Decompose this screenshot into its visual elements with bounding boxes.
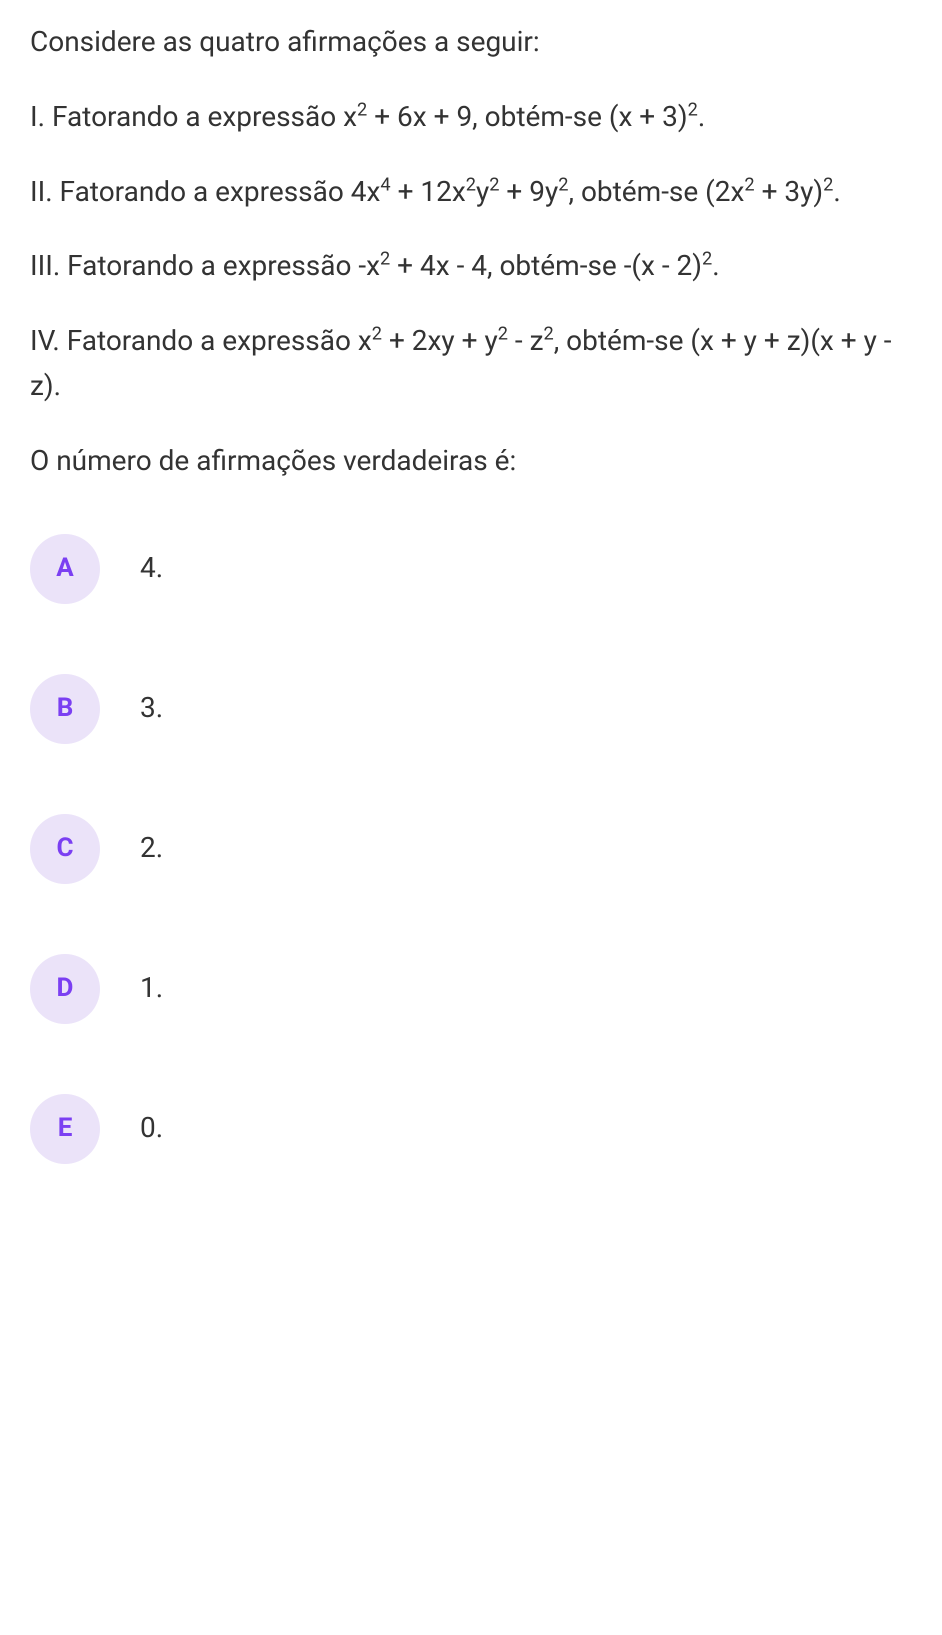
statement-2-sup4: 2	[558, 174, 568, 195]
option-d-text: 1.	[140, 966, 163, 1011]
statement-4: IV. Fatorando a expressão x2 + 2xy + y2 …	[30, 319, 912, 409]
statement-1: I. Fatorando a expressão x2 + 6x + 9, ob…	[30, 95, 912, 140]
statement-2-prefix: II. Fatorando a expressão 4x	[30, 175, 380, 208]
option-b-text: 3.	[140, 686, 163, 731]
option-a[interactable]: A 4.	[30, 534, 912, 604]
option-a-text: 4.	[140, 546, 163, 591]
statement-3-sup2: 2	[702, 249, 712, 270]
statement-2: II. Fatorando a expressão 4x4 + 12x2y2 +…	[30, 170, 912, 215]
statement-3-mid1: + 4x - 4, obtém-se -(x - 2)	[390, 249, 702, 282]
question-prompt: O número de afirmações verdadeiras é:	[30, 439, 912, 484]
statement-4-sup1: 2	[372, 324, 382, 345]
statement-3-prefix: III. Fatorando a expressão -x	[30, 249, 380, 282]
statement-4-mid1: + 2xy + y	[382, 324, 498, 357]
options-container: A 4. B 3. C 2. D 1. E 0.	[30, 534, 912, 1164]
question-intro: Considere as quatro afirmações a seguir:	[30, 20, 912, 65]
statement-4-sup2: 2	[498, 324, 508, 345]
option-b[interactable]: B 3.	[30, 674, 912, 744]
statement-1-mid1: + 6x + 9, obtém-se (x + 3)	[367, 100, 687, 133]
statement-1-text: I. Fatorando a expressão x	[30, 100, 357, 133]
option-b-letter: B	[30, 674, 100, 744]
statement-3-sup1: 2	[380, 249, 390, 270]
statement-3: III. Fatorando a expressão -x2 + 4x - 4,…	[30, 244, 912, 289]
statement-2-sup6: 2	[823, 174, 833, 195]
statement-1-sup1: 2	[357, 99, 367, 120]
option-a-letter: A	[30, 534, 100, 604]
statement-2-mid3: + 9y	[499, 175, 558, 208]
option-c[interactable]: C 2.	[30, 814, 912, 884]
option-d-letter: D	[30, 954, 100, 1024]
option-e-letter: E	[30, 1094, 100, 1164]
option-e-text: 0.	[140, 1106, 163, 1151]
statement-4-prefix: IV. Fatorando a expressão x	[30, 324, 372, 357]
statement-2-mid2: y	[476, 175, 489, 208]
statement-2-sup1: 4	[380, 174, 390, 195]
statement-4-sup3: 2	[543, 324, 553, 345]
statement-1-sup2: 2	[688, 99, 698, 120]
option-c-text: 2.	[140, 826, 163, 871]
statement-2-suffix: .	[833, 175, 840, 208]
statement-2-mid5: + 3y)	[755, 175, 824, 208]
option-e[interactable]: E 0.	[30, 1094, 912, 1164]
statement-2-sup5: 2	[744, 174, 754, 195]
statement-2-mid4: , obtém-se (2x	[568, 175, 744, 208]
statement-3-suffix: .	[712, 249, 719, 282]
option-c-letter: C	[30, 814, 100, 884]
statement-4-mid2: - z	[508, 324, 544, 357]
statement-1-suffix: .	[698, 100, 705, 133]
option-d[interactable]: D 1.	[30, 954, 912, 1024]
statement-2-sup2: 2	[466, 174, 476, 195]
statement-2-mid1: + 12x	[391, 175, 466, 208]
statement-2-sup3: 2	[489, 174, 499, 195]
